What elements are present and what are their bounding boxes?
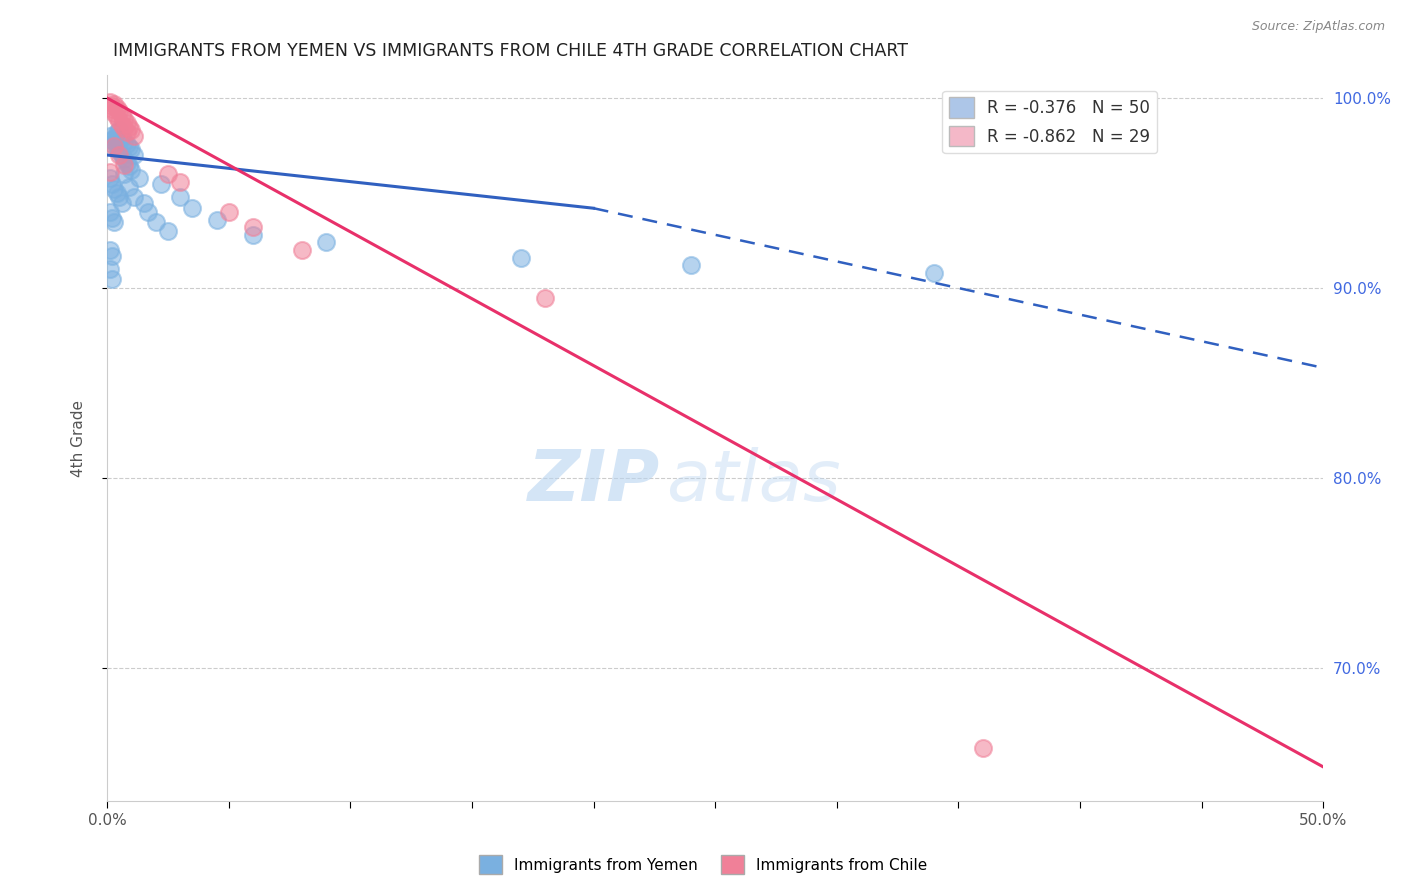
Point: [118, 180, 141, 194]
Point: [98, 170, 121, 185]
Point: [205, 212, 228, 227]
Point: [103, 135, 125, 149]
Point: [118, 140, 141, 154]
Point: [101, 98, 124, 112]
Point: [108, 123, 131, 137]
Point: [145, 214, 167, 228]
Point: [101, 271, 124, 285]
Point: [105, 110, 128, 124]
Y-axis label: 4th Grade: 4th Grade: [72, 400, 86, 476]
Point: [509, 251, 531, 265]
Point: [242, 220, 264, 235]
Point: [98, 205, 121, 219]
Point: [122, 148, 145, 162]
Point: [105, 138, 128, 153]
Point: [315, 235, 337, 250]
Point: [103, 106, 125, 120]
Legend: R = -0.376   N = 50, R = -0.862   N = 29: R = -0.376 N = 50, R = -0.862 N = 29: [942, 91, 1157, 153]
Point: [101, 136, 124, 151]
Point: [103, 131, 125, 145]
Point: [103, 182, 125, 196]
Point: [108, 190, 131, 204]
Point: [181, 201, 204, 215]
Point: [115, 155, 138, 169]
Point: [156, 167, 179, 181]
Point: [101, 249, 124, 263]
Point: [120, 142, 142, 156]
Point: [112, 152, 135, 166]
Point: [112, 157, 135, 171]
Point: [111, 195, 134, 210]
Point: [101, 133, 124, 147]
Point: [534, 291, 557, 305]
Point: [111, 108, 134, 122]
Point: [103, 138, 125, 153]
Point: [242, 227, 264, 242]
Point: [98, 243, 121, 257]
Point: [679, 258, 702, 272]
Point: [98, 128, 121, 143]
Point: [98, 165, 121, 179]
Point: [169, 190, 191, 204]
Point: [972, 740, 994, 755]
Text: IMMIGRANTS FROM YEMEN VS IMMIGRANTS FROM CHILE 4TH GRADE CORRELATION CHART: IMMIGRANTS FROM YEMEN VS IMMIGRANTS FROM…: [112, 42, 908, 60]
Point: [105, 186, 128, 200]
Point: [105, 101, 128, 115]
Point: [115, 116, 138, 130]
Point: [169, 175, 191, 189]
Point: [103, 214, 125, 228]
Point: [108, 145, 131, 159]
Point: [105, 125, 128, 139]
Point: [138, 205, 160, 219]
Point: [108, 148, 131, 162]
Point: [122, 190, 145, 204]
Point: [101, 177, 124, 191]
Text: ZIP: ZIP: [529, 447, 661, 516]
Point: [122, 128, 145, 143]
Point: [118, 160, 141, 174]
Point: [128, 170, 150, 185]
Point: [112, 135, 135, 149]
Point: [120, 123, 142, 137]
Point: [132, 195, 155, 210]
Point: [218, 205, 240, 219]
Point: [922, 266, 945, 280]
Point: [291, 243, 314, 257]
Point: [112, 121, 135, 136]
Point: [149, 177, 172, 191]
Point: [111, 148, 134, 162]
Point: [112, 167, 135, 181]
Point: [118, 120, 141, 134]
Point: [101, 103, 124, 117]
Point: [112, 112, 135, 126]
Point: [101, 211, 124, 225]
Point: [156, 224, 179, 238]
Point: [115, 136, 138, 151]
Point: [98, 95, 121, 109]
Point: [103, 96, 125, 111]
Point: [111, 118, 134, 132]
Point: [111, 131, 134, 145]
Text: atlas: atlas: [666, 447, 841, 516]
Point: [108, 113, 131, 128]
Point: [98, 262, 121, 277]
Legend: Immigrants from Yemen, Immigrants from Chile: Immigrants from Yemen, Immigrants from C…: [472, 849, 934, 880]
Text: Source: ZipAtlas.com: Source: ZipAtlas.com: [1251, 20, 1385, 33]
Point: [115, 125, 138, 139]
Point: [120, 163, 142, 178]
Point: [108, 104, 131, 119]
